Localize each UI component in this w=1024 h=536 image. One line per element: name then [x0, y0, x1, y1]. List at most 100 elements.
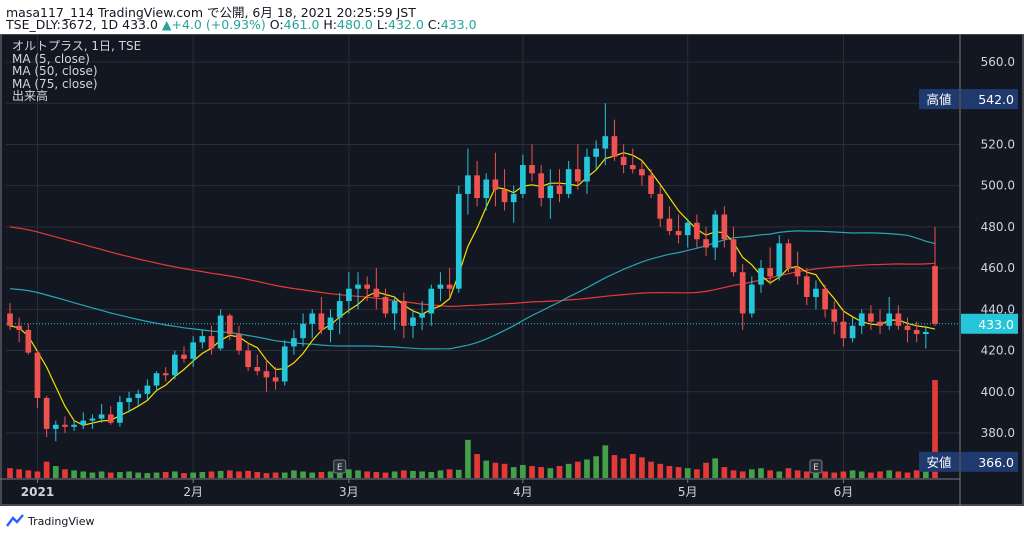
volume-bar [611, 455, 618, 478]
volume-bar [126, 471, 132, 478]
up-triangle-icon: ▲ [161, 17, 172, 32]
y-tick-label: 460.0 [981, 261, 1015, 275]
y-tick-label: 480.0 [981, 220, 1015, 234]
y-tick-label: 420.0 [981, 344, 1015, 358]
y-tick-label: 380.0 [981, 426, 1015, 440]
candle-body [840, 321, 847, 339]
x-tick-label: 6月 [834, 485, 854, 499]
candle-body [391, 301, 398, 314]
candle-body [217, 315, 224, 349]
candle-body [520, 165, 526, 194]
chart-header: masa117_114 TradingView.com で公開, 6月 18, … [0, 0, 1024, 34]
volume-bar [666, 466, 673, 478]
candle-body [346, 288, 352, 302]
volume-bar [446, 469, 453, 478]
candle-body [730, 239, 737, 273]
volume-bar [684, 468, 691, 478]
volume-bar [245, 470, 251, 478]
candle-body [904, 325, 911, 330]
candlestick-chart[interactable]: 560.0540.0520.0500.0480.0460.0440.0420.0… [0, 34, 1024, 506]
candle-body [43, 397, 50, 429]
candle-body [153, 373, 160, 386]
volume-bar [199, 472, 206, 478]
open-value: 461.0 [283, 17, 320, 32]
volume-bar [510, 467, 517, 478]
volume-bar [373, 472, 380, 478]
volume-bar [675, 467, 682, 478]
open-label: O: [269, 17, 284, 32]
y-tick-label: 440.0 [981, 302, 1015, 316]
volume-bar [236, 471, 242, 478]
volume-bar [190, 472, 197, 478]
volume-bar [849, 470, 856, 478]
volume-bar [767, 470, 773, 478]
volume-bar [483, 460, 490, 478]
legend-ma5[interactable]: MA (5, close) [12, 51, 90, 66]
candle-body [868, 313, 874, 322]
volume-bar [932, 380, 938, 478]
candle-body [355, 284, 361, 289]
volume-bar [89, 472, 96, 478]
volume-bar [217, 470, 224, 478]
volume-bar [565, 463, 572, 478]
volume-bar [501, 463, 508, 478]
candle-body [492, 179, 499, 190]
volume-bar [309, 472, 316, 478]
legend-volume[interactable]: 出来高 [12, 89, 49, 104]
candle-body [932, 266, 938, 324]
volume-bar [803, 471, 810, 478]
volume-bar [813, 472, 819, 478]
volume-bar [831, 472, 838, 478]
high-value: 480.0 [337, 17, 373, 32]
volume-bar [98, 471, 105, 478]
volume-bar [840, 471, 847, 478]
candle-body [529, 165, 535, 174]
volume-bar [748, 469, 755, 478]
candle-body [382, 296, 389, 314]
volume-bar [529, 466, 535, 478]
candle-body [538, 173, 545, 199]
high-tag-value: 542.0 [978, 92, 1014, 107]
candle-body [895, 313, 902, 326]
candle-body [703, 239, 709, 248]
volume-bar [355, 470, 361, 478]
candle-body [226, 315, 233, 335]
candle-body [98, 414, 105, 419]
candle-body [364, 284, 371, 289]
volume-bar [181, 473, 187, 478]
volume-bar [382, 472, 389, 478]
candle-body [639, 169, 645, 176]
legend-ma50[interactable]: MA (50, close) [12, 64, 98, 79]
tradingview-logo-icon [6, 514, 24, 527]
candle-body [428, 288, 435, 314]
candle-body [80, 420, 87, 425]
x-tick-label: 4月 [513, 485, 533, 499]
candle-body [584, 156, 590, 182]
earnings-marker [333, 459, 347, 474]
volume-bar [25, 470, 32, 478]
legend-ma75[interactable]: MA (75, close) [12, 76, 98, 91]
chart-legend: オルトプラス, 1日, TSE MA (5, close) MA (50, cl… [12, 40, 141, 103]
volume-bar [80, 471, 87, 478]
candle-body [89, 418, 96, 421]
candle-body [162, 373, 169, 376]
high-tag-value-bg [961, 89, 1018, 110]
x-tick-label: 2月 [183, 485, 203, 499]
candle-body [547, 185, 554, 199]
volume-bar [318, 472, 325, 478]
volume-bar [291, 470, 297, 478]
volume-bar [300, 471, 306, 478]
high-label: H: [323, 17, 338, 32]
volume-bar [923, 471, 929, 478]
candle-body [245, 350, 251, 368]
tradingview-brand[interactable]: TradingView [28, 515, 95, 528]
candle-body [34, 352, 41, 398]
candle-body [455, 193, 462, 289]
close-label: C: [427, 17, 441, 32]
candle-body [144, 385, 151, 394]
candle-body [923, 332, 929, 335]
volume-bar [913, 470, 920, 478]
legend-title: オルトプラス, 1日, TSE [12, 39, 142, 53]
candle-body [52, 424, 59, 429]
